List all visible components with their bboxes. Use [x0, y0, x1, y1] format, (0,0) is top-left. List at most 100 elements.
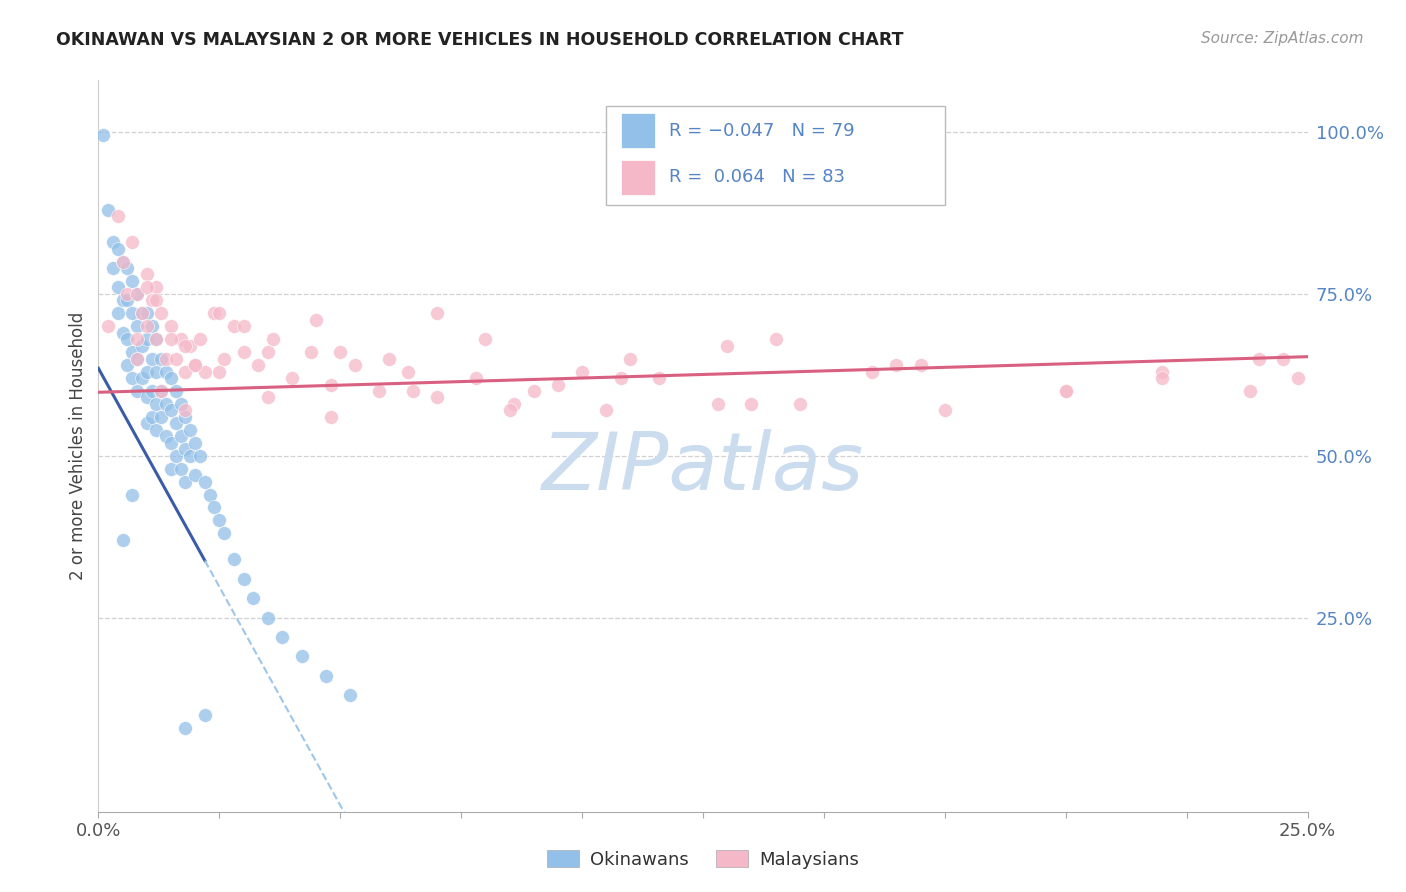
- Point: [145, 397, 167, 411]
- Point: [174, 339, 197, 353]
- Point: [174, 409, 197, 424]
- Point: [910, 358, 932, 372]
- Point: [198, 487, 221, 501]
- Point: [169, 332, 191, 346]
- Point: [121, 345, 143, 359]
- Point: [208, 365, 231, 379]
- Point: [188, 332, 211, 346]
- Point: [706, 397, 728, 411]
- Text: Source: ZipAtlas.com: Source: ZipAtlas.com: [1201, 31, 1364, 46]
- Point: [91, 128, 114, 143]
- Point: [141, 351, 163, 366]
- Point: [145, 423, 167, 437]
- Point: [1152, 365, 1174, 379]
- Point: [165, 417, 187, 431]
- Point: [339, 688, 361, 702]
- Point: [169, 429, 191, 443]
- Point: [127, 286, 149, 301]
- Point: [571, 365, 593, 379]
- Point: [222, 319, 245, 334]
- Point: [281, 371, 304, 385]
- Point: [648, 371, 671, 385]
- Point: [97, 202, 120, 217]
- Point: [789, 397, 811, 411]
- Point: [256, 610, 278, 624]
- Point: [547, 377, 569, 392]
- Point: [262, 332, 284, 346]
- Point: [396, 365, 419, 379]
- Text: OKINAWAN VS MALAYSIAN 2 OR MORE VEHICLES IN HOUSEHOLD CORRELATION CHART: OKINAWAN VS MALAYSIAN 2 OR MORE VEHICLES…: [56, 31, 904, 49]
- Point: [107, 280, 129, 294]
- Point: [377, 351, 399, 366]
- Point: [860, 365, 883, 379]
- Point: [169, 461, 191, 475]
- Point: [256, 345, 278, 359]
- Point: [184, 435, 207, 450]
- Point: [127, 351, 149, 366]
- Point: [184, 358, 207, 372]
- Point: [208, 306, 231, 320]
- Point: [145, 365, 167, 379]
- Point: [174, 365, 197, 379]
- Point: [174, 721, 197, 735]
- Point: [135, 332, 157, 346]
- Point: [160, 319, 183, 334]
- Point: [131, 371, 153, 385]
- Point: [127, 286, 149, 301]
- Point: [426, 391, 449, 405]
- Point: [174, 403, 197, 417]
- Point: [141, 319, 163, 334]
- Point: [232, 572, 254, 586]
- Point: [117, 358, 139, 372]
- Point: [111, 254, 134, 268]
- Point: [740, 397, 762, 411]
- Point: [886, 358, 908, 372]
- Point: [160, 371, 183, 385]
- Point: [1054, 384, 1077, 398]
- Point: [204, 500, 226, 515]
- Point: [934, 403, 956, 417]
- Point: [188, 449, 211, 463]
- Point: [271, 630, 294, 644]
- Point: [107, 209, 129, 223]
- Point: [184, 358, 207, 372]
- Point: [145, 332, 167, 346]
- Point: [315, 669, 337, 683]
- Point: [145, 332, 167, 346]
- Bar: [621, 160, 655, 194]
- Point: [256, 391, 278, 405]
- Point: [1249, 351, 1271, 366]
- Point: [150, 351, 173, 366]
- Point: [97, 319, 120, 334]
- Point: [150, 306, 173, 320]
- Point: [160, 332, 183, 346]
- Point: [179, 339, 201, 353]
- Point: [107, 242, 129, 256]
- Point: [135, 268, 157, 282]
- Point: [290, 649, 312, 664]
- Point: [145, 280, 167, 294]
- Point: [111, 326, 134, 340]
- Point: [150, 384, 173, 398]
- Point: [305, 312, 328, 326]
- Point: [174, 442, 197, 457]
- Point: [111, 293, 134, 308]
- Point: [1239, 384, 1261, 398]
- Point: [117, 332, 139, 346]
- Point: [194, 475, 217, 489]
- Point: [101, 235, 124, 249]
- Point: [165, 384, 187, 398]
- Point: [498, 403, 520, 417]
- Point: [155, 351, 177, 366]
- Point: [165, 351, 187, 366]
- Point: [160, 435, 183, 450]
- Point: [232, 319, 254, 334]
- Point: [212, 526, 235, 541]
- Point: [232, 345, 254, 359]
- Point: [135, 417, 157, 431]
- Point: [595, 403, 617, 417]
- Point: [127, 351, 149, 366]
- Point: [208, 513, 231, 527]
- FancyBboxPatch shape: [606, 106, 945, 204]
- Point: [135, 391, 157, 405]
